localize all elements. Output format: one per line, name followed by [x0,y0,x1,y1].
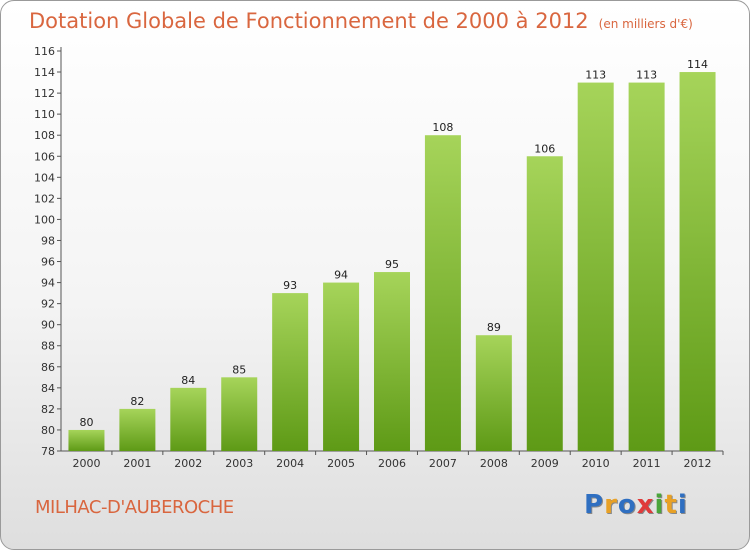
x-tick-label: 2006 [378,457,406,470]
x-tick-label: 2009 [531,457,559,470]
chart-title: Dotation Globale de Fonctionnement de 20… [29,9,693,33]
bar [679,72,716,451]
y-axis-ticks: 78 80 82 84 86 88 90 92 94 96 98 100 102 104 106 108 110… [34,45,61,458]
y-tick-label: 104 [34,171,55,184]
y-tick-label: 92 [41,298,55,311]
chart-title-text: Dotation Globale de Fonctionnement de 20… [29,9,589,33]
bar [221,377,258,451]
x-tick-label: 2010 [582,457,610,470]
x-tick-label: 2000 [72,457,100,470]
x-tick-label: 2011 [633,457,661,470]
bar [628,82,665,451]
y-tick-label: 116 [34,45,55,58]
y-tick-label: 110 [34,108,55,121]
bar [526,156,563,451]
data-label: 84 [181,374,195,387]
bars [68,72,716,452]
data-label: 114 [687,58,708,71]
data-label: 80 [79,416,93,429]
bar [272,293,309,451]
logo-letter: i [677,490,688,520]
y-tick-label: 84 [41,382,55,395]
data-label: 85 [232,363,246,376]
data-label: 82 [130,395,144,408]
bar [323,282,360,451]
data-label: 94 [334,269,348,282]
x-tick-label: 2001 [123,457,151,470]
bar [577,82,614,451]
y-tick-label: 94 [41,277,55,290]
data-label: 113 [636,69,657,82]
y-tick-label: 102 [34,192,55,205]
data-label: 95 [385,258,399,271]
y-tick-label: 82 [41,403,55,416]
logo-letter: o [617,490,637,520]
chart-subtitle: (en milliers d'€) [598,17,693,31]
logo-letter: r [604,490,618,520]
data-label: 106 [534,142,555,155]
commune-name: MILHAC-D'AUBEROCHE [35,497,234,518]
y-tick-label: 86 [41,361,55,374]
data-label: 108 [432,121,453,134]
bar [424,135,461,452]
y-tick-label: 78 [41,445,55,458]
x-tick-label: 2012 [684,457,712,470]
data-labels: 80 82 84 85 93 94 95 108 89 106 113 113 114 [79,58,708,429]
x-tick-label: 2005 [327,457,355,470]
logo-letter: P [584,490,605,520]
x-tick-label: 2008 [480,457,508,470]
bar [170,387,207,451]
x-axis-ticks: 2000 2001 2002 2003 2004 2005 2006 2007 2008 2009… [72,451,724,470]
bar [374,272,410,451]
y-tick-label: 98 [41,234,55,247]
x-tick-label: 2003 [225,457,253,470]
y-tick-label: 112 [34,87,55,100]
y-tick-label: 108 [34,129,55,142]
data-label: 113 [585,69,606,82]
y-tick-label: 90 [41,319,55,332]
x-tick-label: 2004 [276,457,304,470]
bar [68,429,105,451]
y-tick-label: 88 [41,340,55,353]
logo-letter: t [664,490,678,520]
logo-letter: x [636,490,655,520]
x-tick-label: 2002 [174,457,202,470]
bar [475,335,512,451]
y-tick-label: 100 [34,213,55,226]
y-tick-label: 106 [34,150,55,163]
logo-letter: i [654,490,665,520]
y-tick-label: 96 [41,256,55,269]
y-tick-label: 114 [34,66,55,79]
data-label: 89 [487,321,501,334]
proxiti-logo[interactable]: Proxiti [584,490,688,520]
data-label: 93 [283,279,297,292]
x-tick-label: 2007 [429,457,457,470]
bar [119,408,156,451]
y-tick-label: 80 [41,424,55,437]
